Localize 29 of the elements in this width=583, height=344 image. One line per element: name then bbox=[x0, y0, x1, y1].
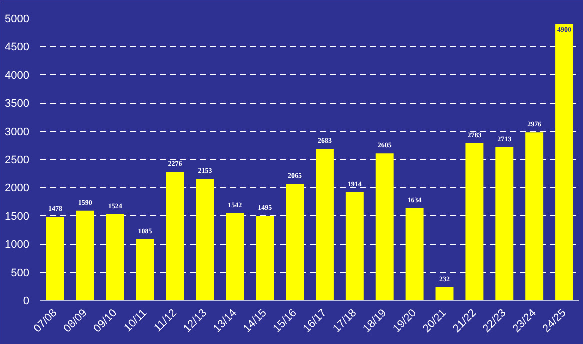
bar bbox=[286, 184, 304, 300]
y-tick-label: 500 bbox=[11, 267, 30, 280]
bar bbox=[316, 149, 334, 300]
bar bbox=[406, 208, 424, 300]
bar bbox=[466, 144, 484, 300]
bar bbox=[556, 24, 574, 300]
bar bbox=[136, 239, 154, 300]
y-tick-label: 3500 bbox=[5, 98, 30, 110]
y-tick-label: 5000 bbox=[5, 14, 30, 26]
y-tick-label: 2500 bbox=[5, 154, 30, 166]
y-tick-label: 1000 bbox=[5, 239, 30, 252]
bar bbox=[226, 214, 244, 300]
bar bbox=[376, 154, 394, 300]
bar bbox=[106, 214, 124, 300]
bar bbox=[196, 179, 214, 300]
y-tick-label: 4000 bbox=[5, 70, 30, 82]
y-tick-label: 2000 bbox=[5, 182, 30, 195]
bar bbox=[46, 217, 64, 300]
bar bbox=[526, 132, 544, 300]
bar bbox=[166, 172, 184, 300]
bar bbox=[76, 210, 94, 300]
bar bbox=[436, 287, 454, 300]
bar bbox=[496, 147, 514, 300]
y-tick-label: 0 bbox=[23, 296, 30, 308]
y-tick-label: 3000 bbox=[5, 126, 30, 138]
y-tick-label: 4500 bbox=[5, 42, 30, 54]
y-tick-label: 1500 bbox=[5, 210, 30, 223]
bar bbox=[346, 192, 364, 300]
bar bbox=[256, 216, 274, 300]
